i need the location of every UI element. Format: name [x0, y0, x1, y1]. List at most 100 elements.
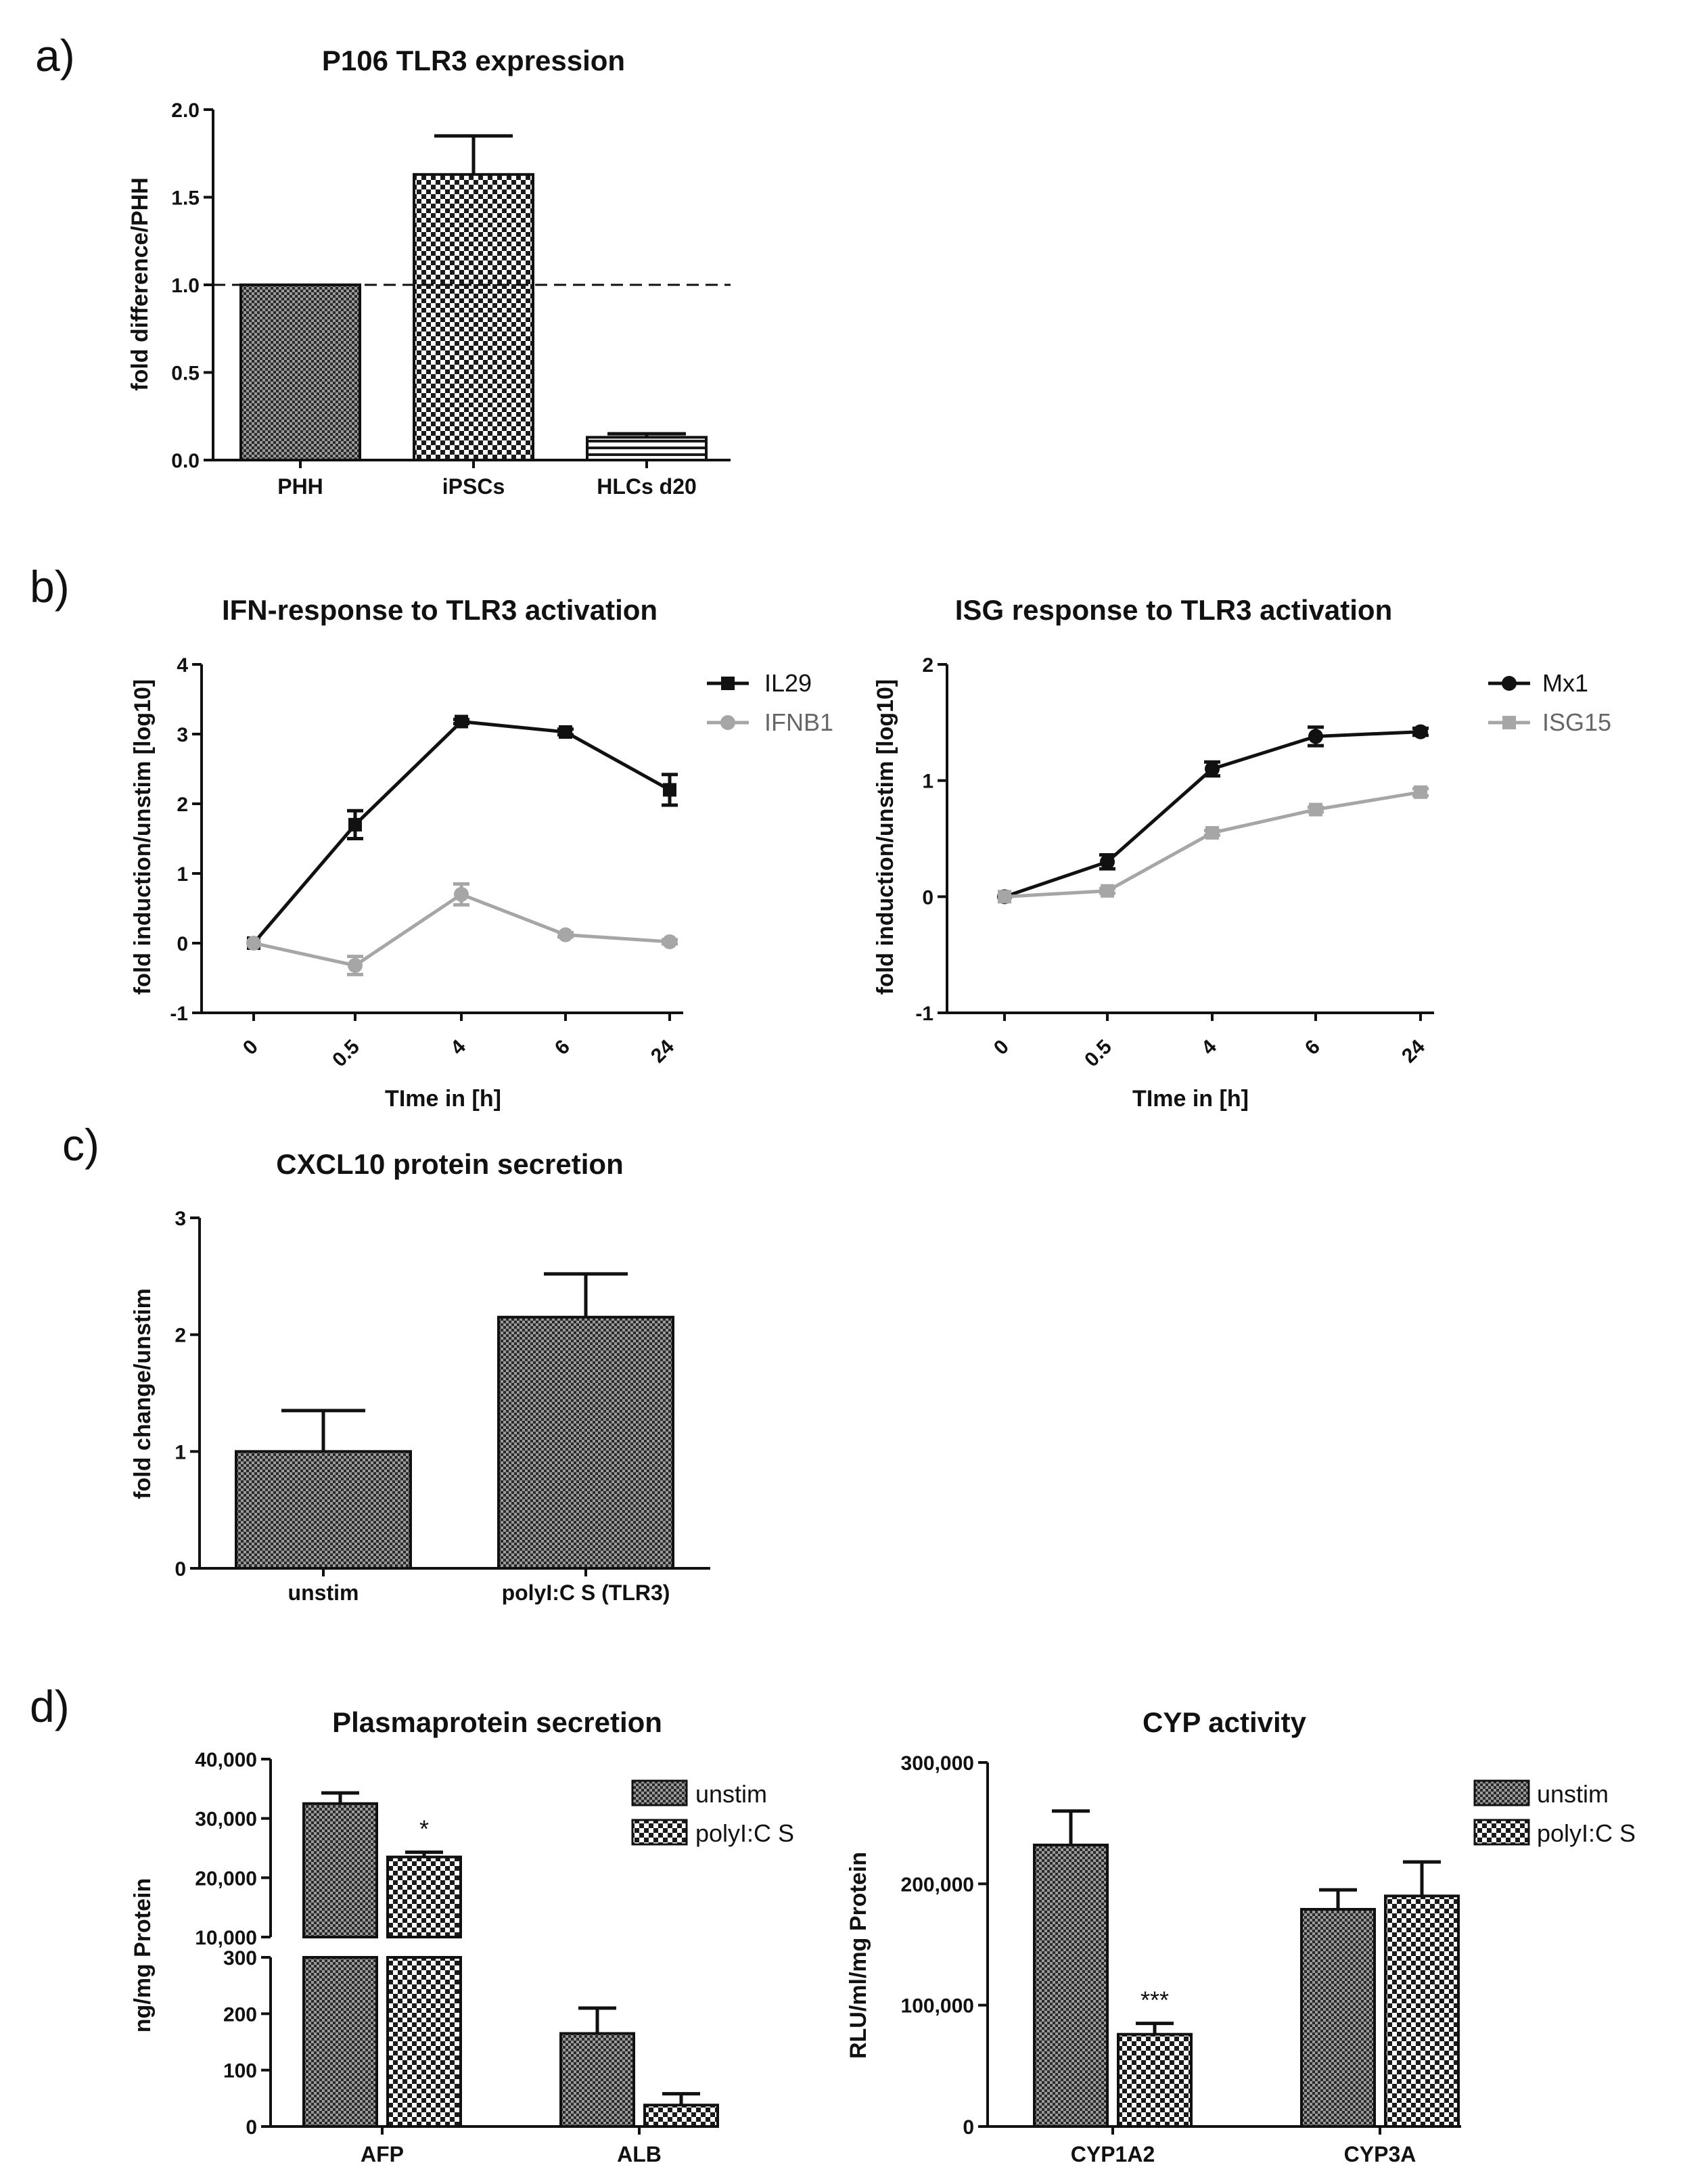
chart-d1-bar-0-1-lower — [386, 1956, 462, 2128]
chart-d1-legend-swatch-1 — [631, 1819, 688, 1846]
chart-b1-legend-1: IFNB1 — [764, 708, 833, 736]
chart-b2-legend-marker-1 — [1502, 716, 1516, 729]
chart-b1-x-tick-label: 0.5 — [328, 1036, 364, 1072]
chart-c-ylabel: fold change/unstim — [130, 1288, 156, 1499]
chart-a-cat-1: iPSCs — [442, 474, 505, 499]
chart-b2-series-0-point — [1205, 761, 1220, 777]
chart-b2-y-tick-label: -1 — [915, 1003, 933, 1025]
chart-b1-series-0-point — [455, 714, 468, 729]
chart-d2-legend-swatch-1 — [1473, 1819, 1530, 1846]
chart-d2-y-tick-label: 0 — [963, 2116, 974, 2139]
chart-d1-legend-1: polyI:C S — [695, 1819, 794, 1847]
chart-b2-series-1-line — [1004, 790, 1421, 898]
chart-b1-ylabel: fold induction/unstim [log10] — [130, 679, 156, 995]
chart-d1-axis-break — [260, 1940, 706, 1955]
chart-b1-x-tick-label: 6 — [551, 1036, 574, 1060]
chart-d1-cat-0: AFP — [361, 2142, 404, 2166]
chart-d2-bar-0-1 — [1117, 2032, 1193, 2129]
chart-c-bar-1 — [497, 1315, 674, 1570]
chart-c: CXCL10 protein secretion fold change/uns… — [130, 1148, 710, 1605]
chart-d2-legend-1: polyI:C S — [1537, 1819, 1636, 1847]
chart-a: P106 TLR3 expression fold difference/PHH… — [127, 45, 731, 499]
panel-label-d: d) — [30, 1681, 70, 1731]
chart-a-cat-2: HLCs d20 — [597, 474, 697, 499]
chart-b2-x-axis-group: 0 0.5 4 6 24 — [947, 1011, 1434, 1071]
chart-b1-xlabel: TIme in [h] — [385, 1086, 501, 1112]
chart-d2-title: CYP activity — [1143, 1706, 1307, 1738]
chart-a-y-tick-label: 1.5 — [171, 187, 200, 210]
chart-b1: IFN-response to TLR3 activation fold ind… — [130, 594, 833, 1112]
chart-d2-ylabel: RLU/ml/mg Protein — [846, 1852, 871, 2059]
chart-d1-lower-y-tick-label: 300 — [223, 1947, 257, 1970]
chart-b2-series-1-point — [1205, 825, 1219, 840]
chart-b1-series-1-point — [246, 936, 261, 951]
chart-b2-legend-marker-0 — [1502, 676, 1517, 691]
chart-b2-xlabel: TIme in [h] — [1132, 1086, 1249, 1112]
chart-b1-y-tick-label: 4 — [177, 654, 188, 677]
chart-d2-cat-0: CYP1A2 — [1071, 2142, 1155, 2166]
chart-b2-series-0-point — [1413, 724, 1428, 740]
chart-d2-bar-1-1 — [1384, 1894, 1460, 2128]
chart-d1-legend-swatch-0 — [631, 1779, 688, 1806]
chart-a-y-tick-label: 2.0 — [171, 99, 200, 122]
chart-b1-legend-marker-1 — [720, 715, 735, 730]
chart-b2-x-tick-label: 4 — [1197, 1035, 1221, 1059]
chart-a-y-tick-label: 0.0 — [171, 450, 200, 472]
chart-d1-significance-0: * — [419, 1815, 429, 1843]
chart-d1-upper-y-tick-label: 40,000 — [195, 1749, 257, 1771]
chart-c-y-tick-label: 3 — [175, 1208, 186, 1230]
chart-b1-y-tick-label: 0 — [177, 933, 188, 955]
chart-c-y-tick-label: 2 — [175, 1325, 186, 1347]
chart-d1-upper-y-tick-label: 30,000 — [195, 1808, 257, 1831]
chart-b2-series-1-point — [1101, 884, 1114, 898]
chart-b1-series-1-point — [558, 927, 573, 942]
chart-b1-x-tick-label: 4 — [446, 1035, 470, 1059]
chart-b2-legend-1: ISG15 — [1542, 708, 1611, 736]
chart-b2: ISG response to TLR3 activation fold ind… — [873, 594, 1611, 1112]
chart-b1-y-tick-label: 3 — [177, 724, 188, 746]
chart-d2-cat-1: CYP3A — [1344, 2142, 1416, 2166]
chart-b1-series-0-point — [348, 817, 362, 832]
chart-c-y-tick-label: 0 — [175, 1558, 186, 1580]
chart-b1-series-0-point — [559, 725, 572, 739]
chart-d2: CYP activity RLU/ml/mg Protein 0 100,000 2… — [846, 1706, 1636, 2166]
chart-b1-y-tick-label: -1 — [170, 1003, 188, 1025]
panel-label-c: c) — [62, 1120, 99, 1170]
chart-c-bar-0 — [235, 1450, 412, 1570]
chart-b2-y-tick-label: 0 — [922, 886, 933, 909]
chart-b1-y-tick-label: 2 — [177, 794, 188, 816]
chart-d2-y-tick-label: 200,000 — [901, 1873, 974, 1896]
chart-d2-significance-0: *** — [1140, 1986, 1169, 2014]
chart-b2-series-1-point — [998, 890, 1011, 904]
chart-b2-ylabel: fold induction/unstim [log10] — [873, 679, 898, 995]
chart-a-y-tick-label: 1.0 — [171, 275, 200, 297]
chart-b2-series-0-line — [1004, 730, 1421, 898]
chart-d1-bar-1-1 — [643, 2103, 719, 2128]
chart-a-bar-0 — [239, 283, 361, 461]
chart-d1-bar-0-0-lower — [302, 1956, 378, 2128]
chart-a-title: P106 TLR3 expression — [322, 45, 625, 76]
chart-d1-lower-y-tick-label: 100 — [223, 2060, 257, 2083]
chart-b1-y-tick-label: 1 — [177, 863, 188, 886]
chart-a-bar-2 — [586, 436, 708, 462]
chart-b2-series-0-point — [1100, 854, 1115, 869]
chart-d1-bar-1-0 — [559, 2032, 635, 2128]
chart-d2-bar-1-0 — [1300, 1907, 1376, 2129]
chart-b1-legend-marker-0 — [721, 677, 735, 690]
panel-label-a: a) — [35, 30, 75, 81]
chart-a-ylabel: fold difference/PHH — [127, 177, 153, 390]
chart-b2-legend-0: Mx1 — [1542, 669, 1588, 697]
chart-b2-series-1-point — [1309, 802, 1322, 817]
chart-d2-legend-swatch-0 — [1473, 1779, 1530, 1806]
chart-d1: Plasmaprotein secretion ng/mg Protein 0 1… — [130, 1706, 794, 2166]
chart-d1-upper-y-tick-label: 10,000 — [195, 1927, 257, 1949]
chart-b2-y-tick-label: 2 — [922, 654, 933, 677]
chart-b1-series-1-point — [662, 934, 677, 949]
chart-b2-title: ISG response to TLR3 activation — [955, 594, 1392, 626]
chart-b2-series-0-point — [1308, 729, 1323, 744]
chart-b1-x-tick-label: 0 — [239, 1036, 262, 1060]
chart-d1-cat-1: ALB — [617, 2142, 662, 2166]
chart-b1-series-0-point — [663, 783, 676, 797]
chart-d1-bar-0-1 — [386, 1855, 462, 1938]
